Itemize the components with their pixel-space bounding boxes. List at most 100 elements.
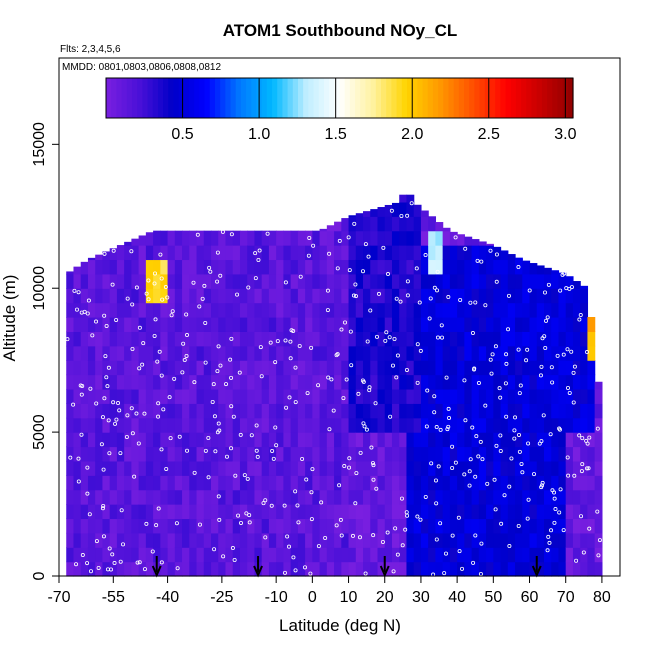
heatmap-cell	[478, 245, 487, 261]
heatmap-cell	[232, 475, 241, 491]
heatmap-cell	[580, 518, 589, 534]
heatmap-cell	[218, 518, 227, 534]
colorbar-segment	[131, 78, 138, 118]
heatmap-cell	[174, 403, 183, 419]
sample-point	[212, 414, 217, 419]
heatmap-cell	[182, 532, 190, 548]
heatmap-cell	[138, 432, 147, 448]
heatmap-cell	[239, 446, 248, 462]
heatmap-cell	[174, 432, 183, 448]
heatmap-cell	[406, 489, 415, 505]
heatmap-cell	[565, 475, 574, 491]
heatmap-cell	[95, 317, 104, 332]
sample-point	[247, 520, 252, 525]
heatmap-cell	[435, 273, 444, 289]
heatmap-cell	[478, 504, 487, 520]
sample-point	[129, 406, 134, 411]
colorbar-segment	[157, 78, 164, 118]
heatmap-cell	[247, 302, 256, 318]
heatmap-cell	[290, 504, 299, 520]
heatmap-cell	[290, 417, 299, 433]
sample-point	[580, 436, 585, 441]
sample-point	[210, 399, 215, 404]
heatmap-cell	[211, 403, 219, 419]
heatmap-cell	[435, 547, 444, 563]
heatmap-cell	[341, 388, 350, 404]
heatmap-cell	[384, 245, 393, 261]
sample-point	[571, 400, 576, 405]
heatmap-cell	[565, 561, 574, 577]
heatmap-cell	[203, 460, 212, 476]
sample-point	[567, 390, 572, 395]
heatmap-cell	[145, 245, 154, 261]
sample-point	[124, 434, 129, 439]
heatmap-cell	[102, 331, 111, 347]
heatmap-cell	[138, 417, 147, 433]
heatmap-cell	[109, 302, 118, 318]
heatmap-cell	[457, 432, 465, 448]
heatmap-cell	[305, 432, 313, 448]
heatmap-cell	[261, 345, 270, 361]
sample-point	[195, 232, 200, 237]
heatmap-cell	[297, 230, 306, 246]
sample-point	[218, 273, 223, 278]
sample-point	[237, 370, 242, 375]
heatmap-cell	[218, 446, 227, 462]
heatmap-cell	[391, 230, 400, 246]
sample-point	[539, 364, 544, 369]
heatmap-cell	[428, 345, 437, 361]
heatmap-cell	[297, 360, 306, 376]
sample-point	[153, 317, 158, 322]
heatmap-cell	[341, 273, 350, 289]
sample-point	[105, 384, 110, 389]
heatmap-cell	[341, 302, 350, 318]
heatmap-cell	[420, 259, 429, 275]
heatmap-cell	[124, 561, 132, 577]
sample-point	[526, 497, 531, 502]
heatmap-cell	[551, 331, 560, 347]
sample-point	[429, 461, 434, 466]
colorbar-segment	[381, 78, 387, 118]
heatmap-cell	[334, 288, 342, 304]
colorbar-segment	[189, 78, 195, 118]
y-tick-label: 15000	[31, 122, 48, 167]
sample-point	[439, 323, 444, 328]
heatmap-cell	[305, 273, 313, 289]
sample-point	[274, 443, 279, 448]
heatmap-cell	[116, 388, 125, 404]
heatmap-cell	[507, 432, 516, 448]
heatmap-cell	[109, 273, 118, 289]
heatmap-cell	[572, 345, 581, 361]
colorbar-segment	[251, 78, 258, 118]
heatmap-cell	[391, 216, 400, 232]
heatmap-cell	[334, 504, 342, 520]
heatmap-cell	[442, 360, 451, 376]
heatmap-cell	[239, 532, 248, 548]
heatmap-cell	[290, 547, 299, 563]
heatmap-cell	[116, 317, 125, 332]
heatmap-cell	[522, 374, 531, 390]
sample-point	[354, 471, 359, 476]
sample-point	[90, 333, 95, 338]
heatmap-cell	[493, 288, 502, 304]
heatmap-cell	[196, 475, 205, 491]
sample-point	[506, 327, 511, 332]
sample-point	[409, 201, 414, 206]
heatmap-cell	[391, 360, 400, 376]
heatmap-cell	[493, 460, 502, 476]
sample-point	[161, 407, 166, 412]
heatmap-cell	[572, 432, 581, 448]
heatmap-cell	[580, 360, 589, 376]
heatmap-cell	[232, 360, 241, 376]
heatmap-cell	[522, 504, 531, 520]
heatmap-cell	[572, 504, 581, 520]
heatmap-cell	[464, 374, 473, 390]
heatmap-cell	[312, 403, 321, 419]
sample-point	[432, 410, 437, 415]
colorbar-segment	[391, 78, 398, 118]
heatmap-cell	[478, 432, 487, 448]
heatmap-cell	[572, 547, 581, 563]
heatmap-cell	[218, 504, 227, 520]
heatmap-cell	[95, 432, 104, 448]
sample-point	[334, 353, 339, 358]
